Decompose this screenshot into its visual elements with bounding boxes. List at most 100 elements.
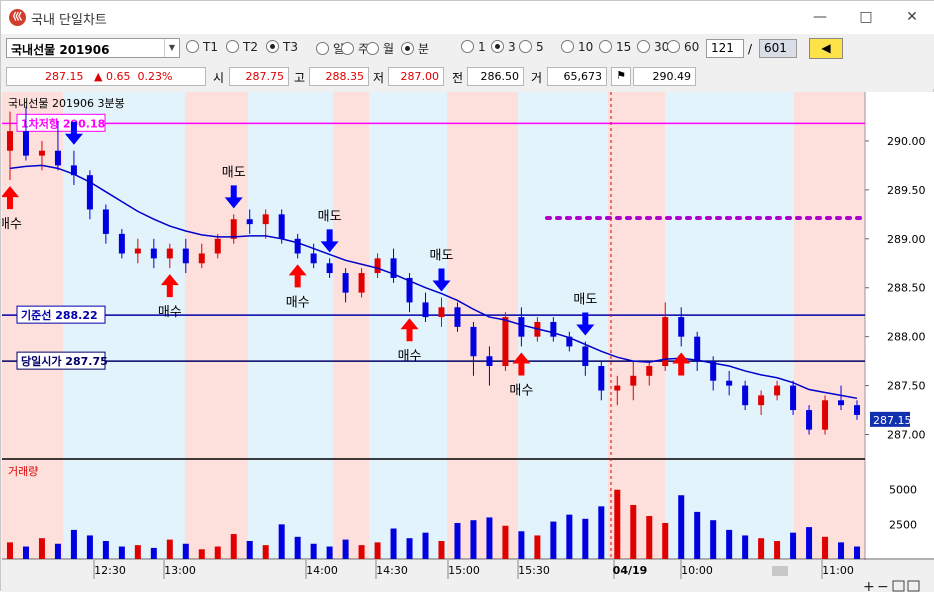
radio-label: T2 (243, 40, 258, 54)
count-separator: / (748, 42, 753, 56)
time-tick-label: 11:00 (822, 564, 854, 577)
radio-dot-icon[interactable] (186, 40, 199, 53)
zoom-out-icon: − (877, 579, 889, 592)
volume-bar (598, 506, 605, 559)
quote-change-pct: 0.23% (137, 70, 173, 83)
radio-월[interactable]: 월 (366, 40, 394, 56)
volume-bar (678, 495, 685, 559)
zoom-controls[interactable]: + − (863, 579, 920, 595)
radio-60[interactable]: 60 (667, 40, 699, 56)
play-left-icon[interactable]: ◀ (809, 38, 843, 59)
radio-15[interactable]: 15 (599, 40, 631, 56)
level-label-box (16, 305, 106, 324)
radio-label: 30 (654, 40, 670, 54)
radio-분[interactable]: 분 (401, 40, 429, 56)
buy-label: 매수 (286, 295, 310, 310)
candle-body (246, 219, 253, 225)
radio-T1[interactable]: T1 (186, 40, 218, 56)
candle-body (646, 366, 653, 376)
close-icon[interactable]: ✕ (906, 9, 918, 25)
volume-bar (310, 543, 317, 559)
buy-arrow-icon (288, 264, 307, 288)
flag-icon[interactable]: ⚑ (611, 67, 631, 86)
volume-bar (422, 532, 429, 559)
candle-body (550, 321, 557, 337)
time-tick-label: 14:30 (376, 564, 408, 577)
radio-주[interactable]: 주 (341, 40, 369, 56)
title-bar[interactable]: 巛 국내 단일차트 — □ ✕ (1, 1, 934, 34)
radio-5[interactable]: 5 (519, 40, 544, 56)
sell-label: 매도 (318, 209, 342, 224)
level-label-text: 당일시가 287.75 (21, 354, 108, 368)
candle-body (598, 366, 605, 391)
count-total: 601 (759, 39, 797, 58)
volume-bar (486, 517, 493, 559)
maximize-icon[interactable]: □ (859, 9, 873, 25)
radio-dot-icon[interactable] (401, 42, 414, 55)
candle-body (582, 346, 589, 367)
candle-body (790, 385, 797, 411)
price-chart[interactable]: 290.00 289.50 289.00 288.50 288.00 287.50 287.… (2, 92, 934, 580)
radio-label: 1 (478, 40, 486, 54)
radio-30[interactable]: 30 (637, 40, 669, 56)
current-price-tag (870, 411, 910, 427)
buy-label: 매수 (398, 349, 422, 364)
volume-bar (182, 543, 189, 559)
volume-bar (614, 489, 621, 559)
volume-bar (454, 522, 461, 559)
radio-dot-icon[interactable] (341, 42, 354, 55)
chevron-down-icon[interactable]: ▼ (164, 39, 179, 57)
candle-body (502, 317, 509, 367)
radio-T3[interactable]: T3 (266, 40, 298, 56)
volume-bar (6, 542, 13, 559)
low-value: 287.00 (388, 67, 444, 86)
radio-dot-icon[interactable] (316, 42, 329, 55)
candle-body (326, 263, 333, 274)
series-title: 국내선물 201906 3분봉 (8, 97, 125, 110)
volume-tick-label: 5000 (889, 484, 917, 497)
radio-10[interactable]: 10 (561, 40, 593, 56)
radio-3[interactable]: 3 (491, 40, 516, 56)
radio-dot-icon[interactable] (667, 40, 680, 53)
volume-bar (710, 520, 717, 559)
candle-body (678, 317, 685, 337)
radio-dot-icon[interactable] (366, 42, 379, 55)
volume-bar (774, 540, 781, 559)
symbol-select[interactable]: 국내선물 201906 ▼ (6, 38, 180, 58)
candle-body (54, 150, 61, 166)
radio-일[interactable]: 일 (316, 40, 344, 56)
volume-bar (582, 518, 589, 559)
radio-dot-icon[interactable] (461, 40, 474, 53)
radio-dot-icon[interactable] (266, 40, 279, 53)
candle-body (486, 356, 493, 367)
radio-label: 분 (418, 42, 430, 56)
minimize-icon[interactable]: — (813, 9, 827, 25)
level-label-text: 기준선 288.22 (21, 308, 98, 322)
radio-dot-icon[interactable] (226, 40, 239, 53)
volume-bar (662, 522, 669, 559)
radio-label: 10 (578, 40, 594, 54)
volume-bar (854, 546, 861, 559)
candle-body (70, 165, 77, 176)
radio-label: 60 (684, 40, 700, 54)
symbol-value: 국내선물 201906 (11, 43, 110, 57)
radio-dot-icon[interactable] (637, 40, 650, 53)
radio-dot-icon[interactable] (519, 40, 532, 53)
volume-tick-label: 2500 (889, 518, 917, 531)
radio-dot-icon[interactable] (599, 40, 612, 53)
radio-T2[interactable]: T2 (226, 40, 258, 56)
count-input[interactable]: 121 (706, 39, 744, 58)
radio-1[interactable]: 1 (461, 40, 486, 56)
radio-dot-icon[interactable] (491, 40, 504, 53)
candle-body (262, 214, 269, 225)
volume-bar (22, 546, 29, 559)
radio-dot-icon[interactable] (561, 40, 574, 53)
volume-bar (806, 527, 813, 559)
level-label-box (16, 113, 106, 132)
time-tick-label: 13:00 (164, 564, 196, 577)
moving-average-line (9, 164, 858, 400)
candle-body (374, 258, 381, 274)
session-band (63, 92, 185, 559)
volume-bar (502, 525, 509, 559)
price-tick-label: 289.50 (887, 184, 926, 197)
